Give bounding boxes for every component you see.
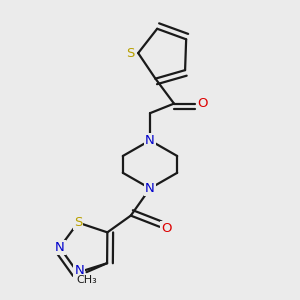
Text: S: S <box>126 46 134 60</box>
Text: N: N <box>55 241 64 254</box>
Text: CH₃: CH₃ <box>76 275 97 285</box>
Text: S: S <box>74 216 82 229</box>
Text: N: N <box>145 182 155 195</box>
Text: O: O <box>198 97 208 110</box>
Text: O: O <box>161 222 172 235</box>
Text: N: N <box>145 134 155 147</box>
Text: N: N <box>74 264 84 278</box>
